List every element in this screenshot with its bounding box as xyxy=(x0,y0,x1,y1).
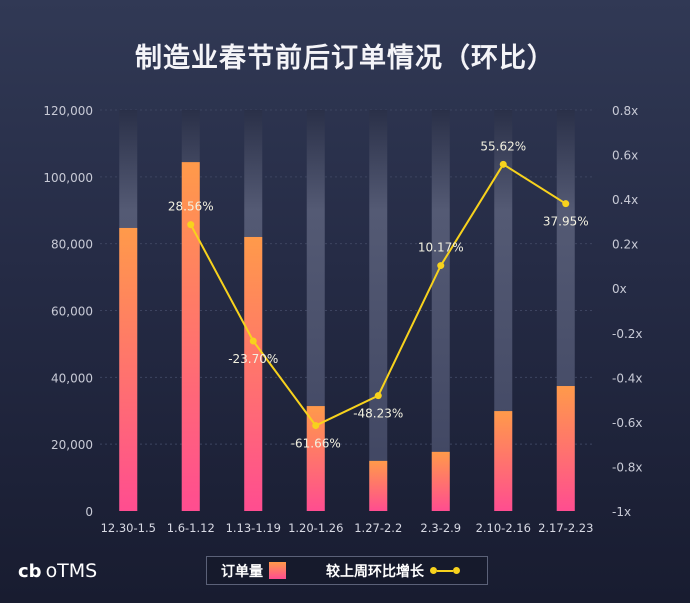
x-tick-label: 2.17-2.23 xyxy=(538,521,593,535)
bar-track xyxy=(369,110,388,511)
left-tick-label: 20,000 xyxy=(51,438,93,452)
right-tick-label: -0.8x xyxy=(612,460,643,474)
legend-bar-label: 订单量 xyxy=(221,563,263,580)
growth-point xyxy=(187,221,195,229)
x-tick-label: 1.27-2.2 xyxy=(354,521,402,535)
x-tick-label: 2.10-2.16 xyxy=(476,521,531,535)
x-tick-label: 1.6-1.12 xyxy=(167,521,215,535)
order-bar xyxy=(494,411,513,511)
right-tick-label: -0.2x xyxy=(612,327,643,341)
left-tick-label: 40,000 xyxy=(51,371,93,385)
left-tick-label: 120,000 xyxy=(43,104,93,118)
left-tick-label: 100,000 xyxy=(43,171,93,185)
x-tick-label: 2.3-2.9 xyxy=(420,521,461,535)
x-tick-label: 1.13-1.19 xyxy=(226,521,281,535)
growth-point xyxy=(374,392,382,400)
growth-data-label: 28.56% xyxy=(168,200,214,214)
growth-point xyxy=(249,337,257,345)
right-tick-label: 0.8x xyxy=(612,104,638,118)
growth-data-label: 55.62% xyxy=(480,139,526,153)
order-bar xyxy=(306,406,325,511)
right-tick-label: -0.4x xyxy=(612,371,643,385)
right-tick-label: -0.6x xyxy=(612,416,643,430)
x-tick-label: 12.30-1.5 xyxy=(101,521,156,535)
otms-logo: cb oTMS xyxy=(18,560,97,582)
order-bar xyxy=(244,236,263,511)
order-bar xyxy=(556,386,575,511)
left-tick-label: 0 xyxy=(85,505,93,519)
right-tick-label: 0.4x xyxy=(612,193,638,207)
chart-title: 制造业春节前后订单情况（环比） xyxy=(135,43,555,74)
left-tick-label: 80,000 xyxy=(51,238,93,252)
bar-track xyxy=(431,110,450,511)
legend-line-label: 较上周环比增长 xyxy=(326,563,424,580)
right-tick-label: -1x xyxy=(612,505,631,519)
growth-point xyxy=(437,262,445,270)
order-bar xyxy=(181,162,200,511)
right-tick-label: 0x xyxy=(612,282,627,296)
growth-point xyxy=(562,200,570,208)
left-tick-label: 60,000 xyxy=(51,305,93,319)
right-tick-label: 0.6x xyxy=(612,149,638,163)
right-tick-label: 0.2x xyxy=(612,238,638,252)
legend: 订单量 较上周环比增长 xyxy=(206,556,488,585)
growth-data-label: -48.23% xyxy=(353,407,403,421)
order-bar xyxy=(119,227,138,512)
x-tick-label: 1.20-1.26 xyxy=(288,521,343,535)
logo-mark: cb xyxy=(18,560,42,582)
order-bar xyxy=(431,451,450,511)
growth-data-label: 37.95% xyxy=(543,215,589,229)
bar-track xyxy=(494,110,513,511)
growth-point xyxy=(312,422,320,430)
logo-text: oTMS xyxy=(45,560,98,582)
growth-data-label: -61.66% xyxy=(291,437,341,451)
growth-data-label: 10.17% xyxy=(418,241,464,255)
growth-point xyxy=(499,160,507,168)
legend-bar-swatch xyxy=(269,562,286,579)
order-bar xyxy=(369,460,388,511)
legend-line-icon xyxy=(430,567,460,574)
growth-data-label: -23.70% xyxy=(228,352,278,366)
